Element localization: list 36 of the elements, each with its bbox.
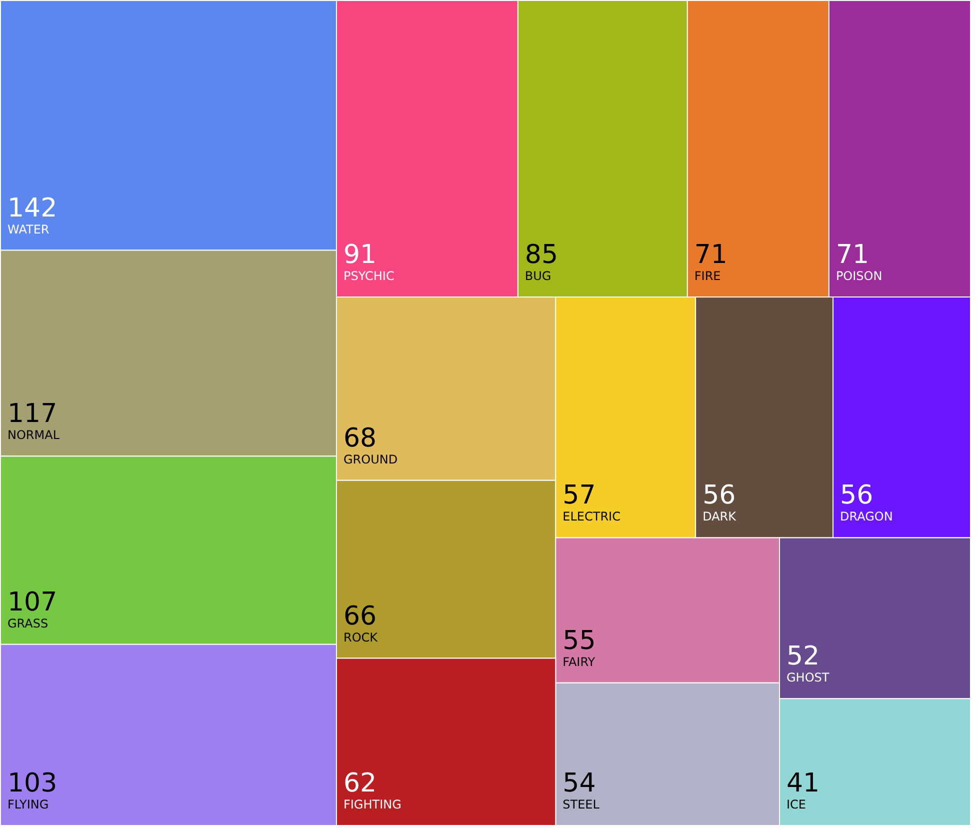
data-label: 71 [694, 240, 728, 270]
data-label: 54 [562, 768, 596, 798]
category-label: GRASS [8, 616, 48, 630]
category-label: FIRE [694, 268, 721, 283]
category-label: POISON [836, 268, 882, 283]
category-label: FIGHTING [343, 798, 402, 812]
category-label: FAIRY [562, 654, 596, 669]
data-label: 52 [786, 642, 820, 672]
category-label: STEEL [562, 798, 600, 812]
category-label: ICE [786, 798, 806, 812]
category-label: NORMAL [8, 428, 60, 442]
data-label: 71 [836, 240, 870, 270]
category-label: DRAGON [840, 510, 893, 524]
category-label: GHOST [786, 670, 830, 685]
category-label: GROUND [343, 452, 398, 466]
category-label: ROCK [343, 630, 379, 644]
category-label: BUG [524, 268, 552, 283]
category-label: PSYCHIC [343, 268, 394, 283]
data-label: 117 [8, 399, 58, 430]
data-label: 107 [8, 587, 58, 618]
data-label: 142 [8, 193, 58, 224]
data-label: 56 [840, 480, 874, 511]
data-label: 41 [786, 768, 820, 798]
category-label: WATER [8, 222, 50, 236]
category-label: ELECTRIC [562, 510, 620, 524]
data-label: 85 [524, 240, 558, 270]
data-label: 68 [343, 423, 377, 454]
data-label: 91 [343, 240, 377, 270]
category-label: DARK [702, 510, 738, 524]
data-label: 56 [702, 480, 736, 511]
data-label: 57 [562, 480, 596, 511]
data-label: 55 [562, 626, 596, 656]
data-label: 66 [343, 601, 377, 632]
category-label: FLYING [8, 798, 49, 812]
data-label: 62 [343, 768, 377, 798]
data-label: 103 [8, 768, 58, 798]
